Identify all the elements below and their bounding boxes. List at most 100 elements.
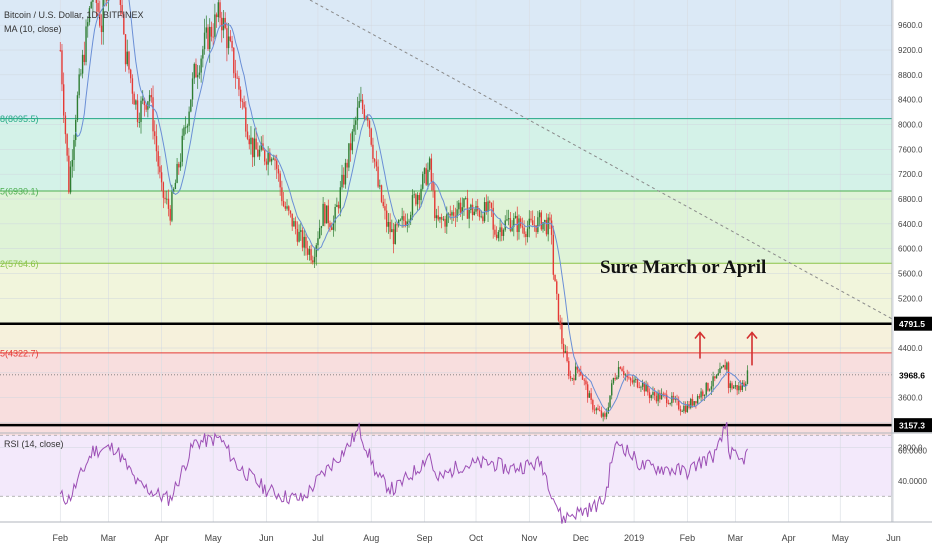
candle-body — [253, 138, 256, 158]
candle-body — [641, 382, 644, 387]
candle-body — [552, 234, 555, 275]
candle-body — [164, 197, 166, 200]
candle-body — [406, 221, 408, 226]
candle-body — [734, 385, 737, 387]
candle-body — [607, 407, 609, 413]
candle-body — [410, 214, 412, 221]
candle-body — [667, 403, 670, 405]
candle-body — [571, 378, 573, 380]
candle-body — [662, 393, 664, 395]
candle-body — [157, 151, 159, 167]
candle-body — [710, 386, 713, 390]
candle-body — [724, 365, 726, 370]
candle-body — [691, 398, 694, 406]
candle-body — [660, 393, 663, 400]
candle-body — [739, 385, 742, 391]
candle-body — [61, 50, 63, 85]
candle-body — [432, 181, 434, 191]
time-tick-label: Mar — [728, 533, 744, 543]
candle-body — [331, 227, 333, 230]
candle-body — [624, 374, 627, 376]
candle-body — [695, 401, 697, 404]
candle-body — [186, 125, 189, 128]
candle-body — [152, 97, 154, 132]
candle-body — [528, 218, 530, 229]
up-arrow-head — [694, 331, 706, 340]
candle-body — [465, 198, 467, 199]
candle-body — [219, 2, 221, 18]
candle-body — [62, 84, 65, 116]
candle-body — [574, 366, 577, 381]
candle-body — [537, 217, 539, 233]
candle-body — [160, 172, 163, 183]
candle-body — [318, 227, 321, 239]
price-tag-label: 4791.5 — [899, 319, 925, 329]
candle-body — [413, 194, 415, 196]
chart-title: Bitcoin / U.S. Dollar, 1D, BITFINEX — [4, 10, 144, 20]
candle-body — [653, 392, 656, 396]
candle-body — [363, 109, 366, 119]
rsi-band — [0, 435, 892, 497]
candle-body — [720, 367, 723, 369]
fib-band — [0, 118, 892, 191]
candle-body — [131, 78, 134, 94]
candle-body — [205, 27, 207, 33]
candle-body — [612, 377, 615, 384]
time-tick-label: Mar — [101, 533, 117, 543]
candle-body — [377, 166, 379, 187]
candle-body — [394, 224, 396, 245]
candle-body — [494, 229, 496, 235]
candle-body — [511, 226, 513, 231]
candle-body — [382, 201, 384, 207]
candle-body — [614, 377, 616, 380]
candle-body — [248, 138, 250, 145]
candle-body — [298, 231, 300, 242]
candle-body — [452, 212, 455, 216]
candle-body — [324, 203, 326, 224]
time-tick-label: Jun — [886, 533, 901, 543]
candle-body — [227, 36, 230, 49]
candle-body — [509, 218, 512, 231]
candle-body — [264, 150, 266, 162]
candle-body — [411, 195, 414, 215]
candle-body — [269, 152, 271, 162]
candle-body — [657, 392, 659, 402]
candle-body — [344, 162, 347, 185]
candle-body — [659, 392, 661, 400]
candle-body — [678, 399, 680, 410]
candle-body — [193, 63, 195, 79]
candle-body — [683, 405, 685, 412]
price-tick-label: 4400.0 — [898, 344, 923, 353]
candle-body — [525, 233, 527, 238]
candle-body — [715, 375, 718, 379]
candle-body — [329, 223, 331, 228]
candle-body — [423, 168, 426, 174]
candle-body — [396, 224, 398, 226]
candle-body — [671, 395, 673, 404]
candle-body — [312, 260, 314, 263]
candle-body — [583, 379, 585, 381]
candle-body — [184, 127, 187, 129]
candle-body — [719, 368, 721, 374]
candle-body — [717, 373, 719, 376]
candle-body — [523, 227, 525, 234]
candle-body — [380, 185, 383, 202]
candle-body — [513, 218, 515, 227]
candle-body — [226, 28, 228, 49]
candle-body — [135, 100, 137, 105]
candle-body — [172, 189, 175, 192]
candle-body — [497, 231, 500, 239]
candle-body — [133, 93, 135, 105]
candle-body — [178, 163, 180, 168]
time-tick-label: Feb — [53, 533, 69, 543]
candle-body — [306, 248, 309, 255]
candle-body — [669, 403, 671, 404]
candle-body — [599, 409, 601, 411]
candle-body — [564, 351, 567, 353]
candle-body — [195, 63, 197, 78]
candle-body — [148, 95, 151, 102]
candle-body — [59, 50, 61, 51]
candle-body — [556, 281, 558, 294]
candle-body — [506, 219, 508, 221]
